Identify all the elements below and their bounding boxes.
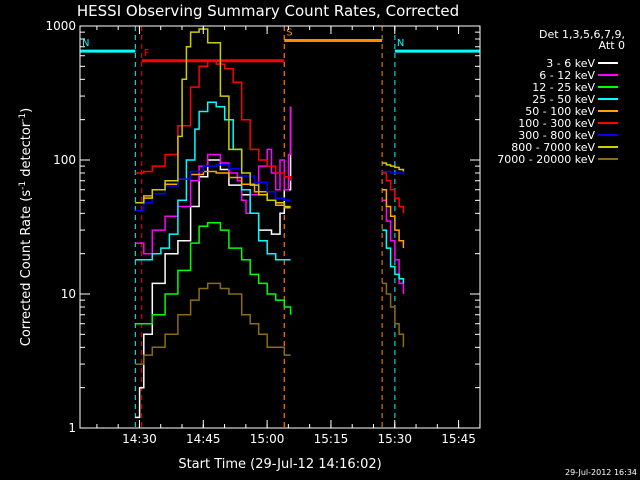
legend-entry-label: 7000 - 20000 keV xyxy=(497,153,595,166)
y-tick-label: 100 xyxy=(53,153,76,167)
legend-entry-label: 100 - 300 keV xyxy=(518,117,595,130)
legend-entry-label: 50 - 100 keV xyxy=(525,105,595,118)
flag-label: F xyxy=(144,48,150,59)
legend-entry-label: 3 - 6 keV xyxy=(546,57,595,70)
flag-label: S xyxy=(286,27,292,38)
series-line-segment xyxy=(382,170,405,175)
x-tick-label: 15:00 xyxy=(250,432,285,446)
series-line xyxy=(135,222,292,325)
series-line xyxy=(135,164,291,212)
chart-title: HESSI Observing Summary Count Rates, Cor… xyxy=(77,2,459,20)
y-tick-label: 1 xyxy=(68,421,76,435)
legend-entry-label: 25 - 50 keV xyxy=(532,93,595,106)
timestamp: 29-Jul-2012 16:34 xyxy=(565,468,637,477)
plot-frame xyxy=(79,25,481,429)
y-tick-label: 10 xyxy=(61,287,76,301)
legend-entry-label: 800 - 7000 keV xyxy=(511,141,595,154)
series-line xyxy=(135,101,291,261)
series-line-segment xyxy=(382,282,405,348)
series-line-segment xyxy=(382,199,405,294)
flag-label: N xyxy=(82,38,89,49)
x-axis-label: Start Time (29-Jul-12 14:16:02) xyxy=(178,457,381,472)
y-tick-label: 1000 xyxy=(45,19,76,33)
legend-header: Att 0 xyxy=(599,39,625,52)
legend-entry-label: 12 - 25 keV xyxy=(532,81,595,94)
x-tick-label: 15:45 xyxy=(441,432,476,446)
y-axis-label: Corrected Count Rate (s-1 detector-1) xyxy=(18,108,34,346)
series-line xyxy=(135,60,292,181)
x-tick-label: 15:30 xyxy=(377,432,412,446)
legend-entry-label: 300 - 800 keV xyxy=(518,129,595,142)
series-line xyxy=(135,282,291,365)
x-tick-label: 14:30 xyxy=(122,432,157,446)
legend-entry-label: 6 - 12 keV xyxy=(539,69,595,82)
series-line-segment xyxy=(382,172,405,214)
series-line xyxy=(135,28,291,208)
series-line-segment xyxy=(382,188,405,249)
series-line-segment xyxy=(382,162,405,172)
flag-label: N xyxy=(397,38,404,49)
series-line-segment xyxy=(382,229,405,284)
x-tick-label: 15:15 xyxy=(314,432,349,446)
x-tick-label: 14:45 xyxy=(186,432,221,446)
legend-header: Det 1,3,5,6,7,9, xyxy=(539,28,625,41)
